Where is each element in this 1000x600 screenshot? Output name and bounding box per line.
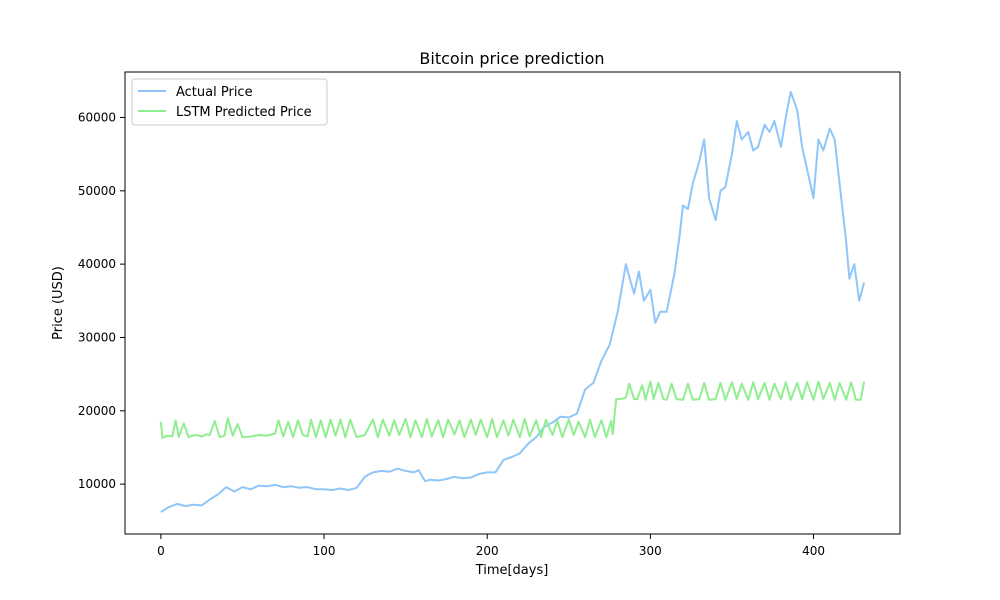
chart-title: Bitcoin price prediction (419, 49, 604, 68)
plot-area-frame (124, 71, 901, 535)
x-tick-label: 300 (639, 544, 662, 558)
x-tick-label: 100 (313, 544, 336, 558)
x-axis-ticks: 0 100 200 300 400 (157, 534, 825, 558)
legend: Actual Price LSTM Predicted Price (131, 78, 328, 126)
y-tick-label: 60000 (78, 110, 116, 124)
series-line-actual-price (160, 90, 866, 513)
plot-lines (159, 90, 866, 513)
x-tick-label: 400 (802, 544, 825, 558)
series-line-lstm-predicted-price (159, 380, 866, 439)
y-tick-label: 40000 (78, 257, 116, 271)
y-tick-label: 50000 (78, 184, 116, 198)
x-axis-label: Time[days] (475, 563, 549, 578)
legend-label-actual-price: Actual Price (176, 85, 253, 100)
legend-box (131, 78, 328, 126)
y-axis-ticks: 10000 20000 30000 40000 50000 60000 (78, 110, 125, 491)
x-tick-label: 200 (476, 544, 499, 558)
y-tick-label: 20000 (78, 404, 116, 418)
y-axis-label: Price (USD) (51, 266, 66, 340)
y-tick-label: 30000 (78, 330, 116, 344)
legend-label-lstm-predicted-price: LSTM Predicted Price (176, 105, 312, 120)
x-tick-label: 0 (157, 544, 165, 558)
y-tick-label: 10000 (78, 477, 116, 491)
